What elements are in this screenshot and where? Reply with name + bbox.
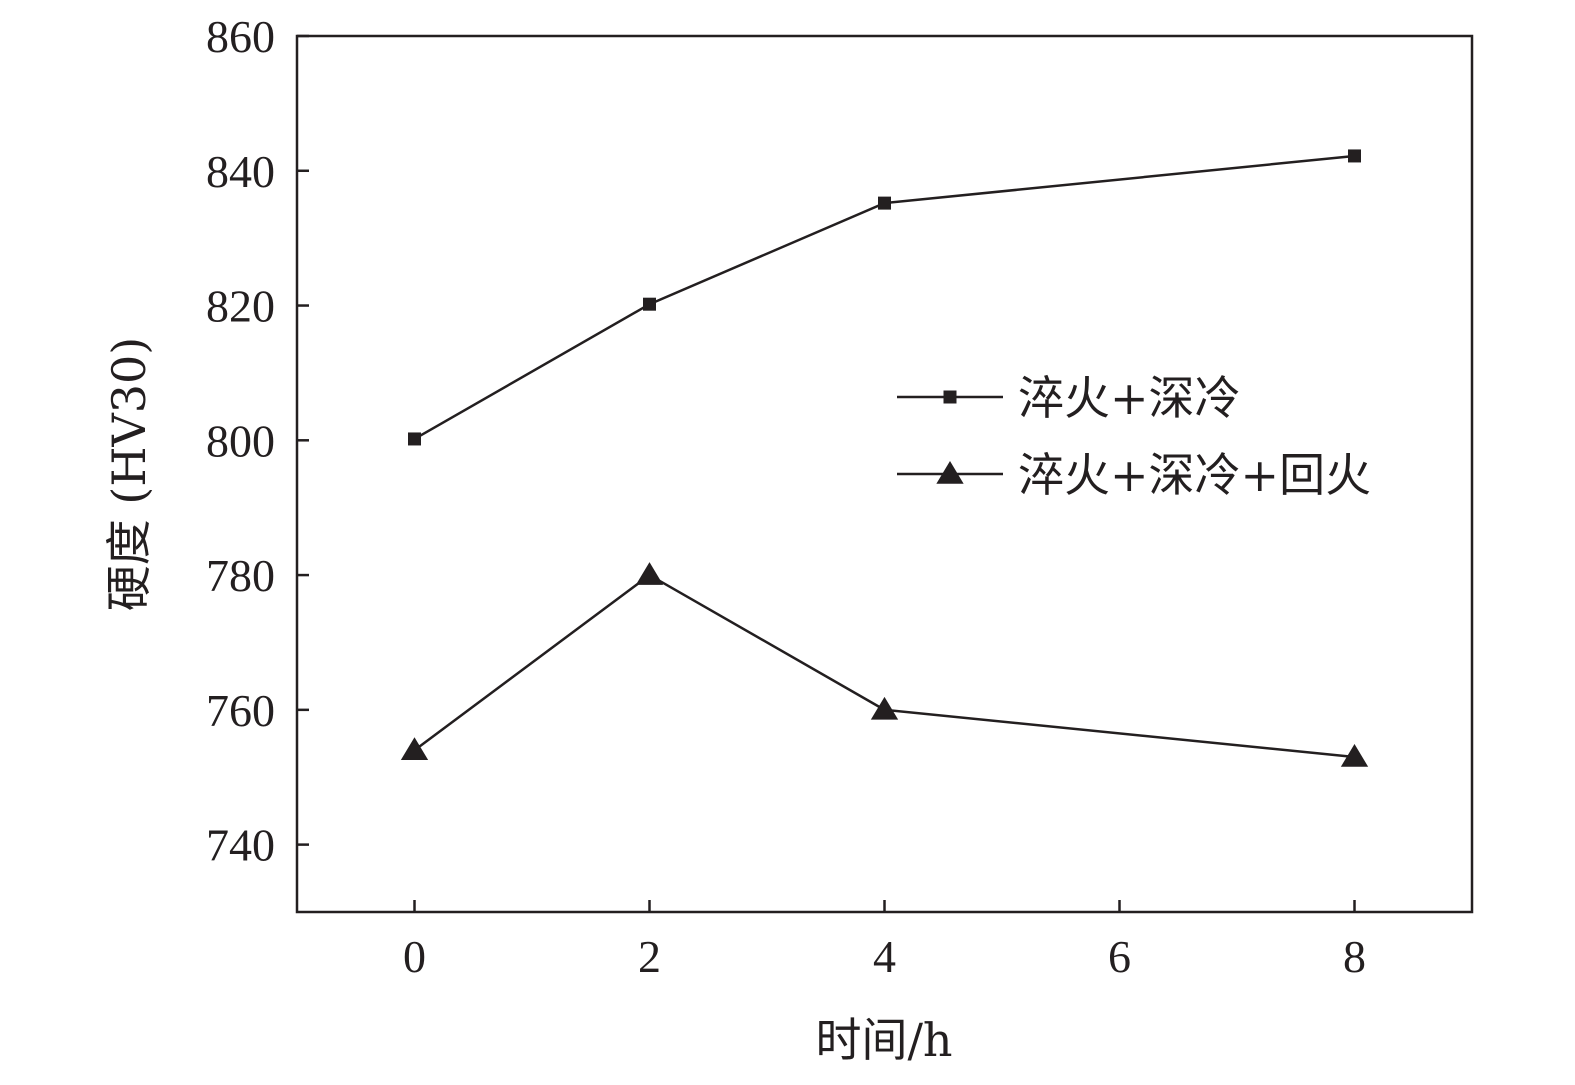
series-2-point-0 [400, 737, 429, 761]
x-tick-label-8: 8 [1343, 931, 1366, 982]
series-1-point-8 [1348, 149, 1361, 163]
x-tick-label-0: 0 [403, 931, 426, 982]
x-tick-label-4: 4 [873, 931, 896, 982]
legend-marker-1 [943, 390, 957, 404]
series-2-line [413, 573, 1355, 759]
series-1-line [413, 154, 1355, 441]
legend-marker-2 [936, 461, 964, 484]
series-1-point-2 [643, 297, 656, 311]
y-tick-label-760: 760 [206, 685, 275, 736]
series-layer [400, 149, 1369, 767]
series-2 [400, 562, 1369, 767]
plot-frame [295, 34, 1474, 914]
series-1 [408, 149, 1361, 446]
series-2-point-4 [870, 696, 899, 720]
ticks-layer: 0 2 4 6 8 740 760 780 800 820 840 860 [206, 11, 1366, 982]
legend-label-2: 淬火+深冷+回火 [1018, 448, 1371, 502]
y-tick-label-860: 860 [206, 11, 275, 62]
x-axis-title: 时间/h [815, 1013, 952, 1067]
x-tick-label-6: 6 [1108, 931, 1131, 982]
y-tick-label-780: 780 [206, 550, 275, 601]
y-tick-label-800: 800 [206, 415, 275, 466]
y-tick-label-820: 820 [206, 281, 275, 332]
y-tick-label-840: 840 [206, 146, 275, 197]
series-2-point-8 [1340, 744, 1369, 767]
x-tick-label-2: 2 [638, 931, 661, 982]
series-2-point-2 [635, 562, 664, 585]
y-axis-title: 硬度 (HV30) [102, 337, 156, 611]
legend-label-1: 淬火+深冷 [1018, 371, 1241, 425]
legend-item-2: 淬火+深冷+回火 [897, 448, 1371, 502]
series-1-point-0 [408, 432, 421, 446]
legend-item-1: 淬火+深冷 [897, 371, 1241, 425]
y-tick-label-740: 740 [206, 820, 275, 871]
series-1-point-4 [878, 196, 891, 210]
